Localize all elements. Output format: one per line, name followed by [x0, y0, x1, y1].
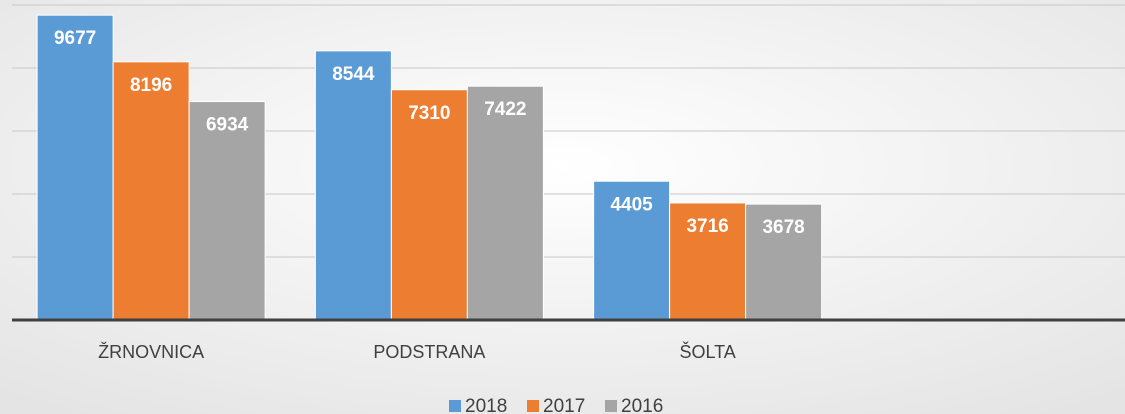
x-tick-label: ŽRNOVNICA — [98, 342, 204, 362]
x-tick-label: PODSTRANA — [373, 342, 485, 362]
legend-swatch — [527, 400, 539, 412]
bar — [466, 85, 544, 321]
legend-label: 2016 — [621, 396, 663, 414]
data-label: 8544 — [332, 64, 375, 85]
bar — [112, 61, 190, 321]
data-label: 6934 — [206, 115, 249, 136]
legend-label: 2017 — [543, 396, 585, 414]
bar — [314, 50, 392, 321]
data-label: 8196 — [130, 75, 172, 96]
legend-swatch — [449, 400, 461, 412]
data-label: 3678 — [762, 217, 804, 238]
data-label: 7422 — [484, 99, 526, 120]
data-label: 9677 — [54, 28, 96, 49]
bar — [36, 14, 114, 321]
data-label: 4405 — [610, 194, 653, 215]
data-label: 7310 — [408, 103, 450, 124]
bar — [188, 101, 266, 321]
x-tick-label: ŠOLTA — [679, 341, 735, 362]
data-label: 3716 — [686, 216, 728, 237]
bar — [390, 89, 468, 321]
legend-label: 2018 — [465, 396, 507, 414]
legend-swatch — [605, 400, 617, 412]
